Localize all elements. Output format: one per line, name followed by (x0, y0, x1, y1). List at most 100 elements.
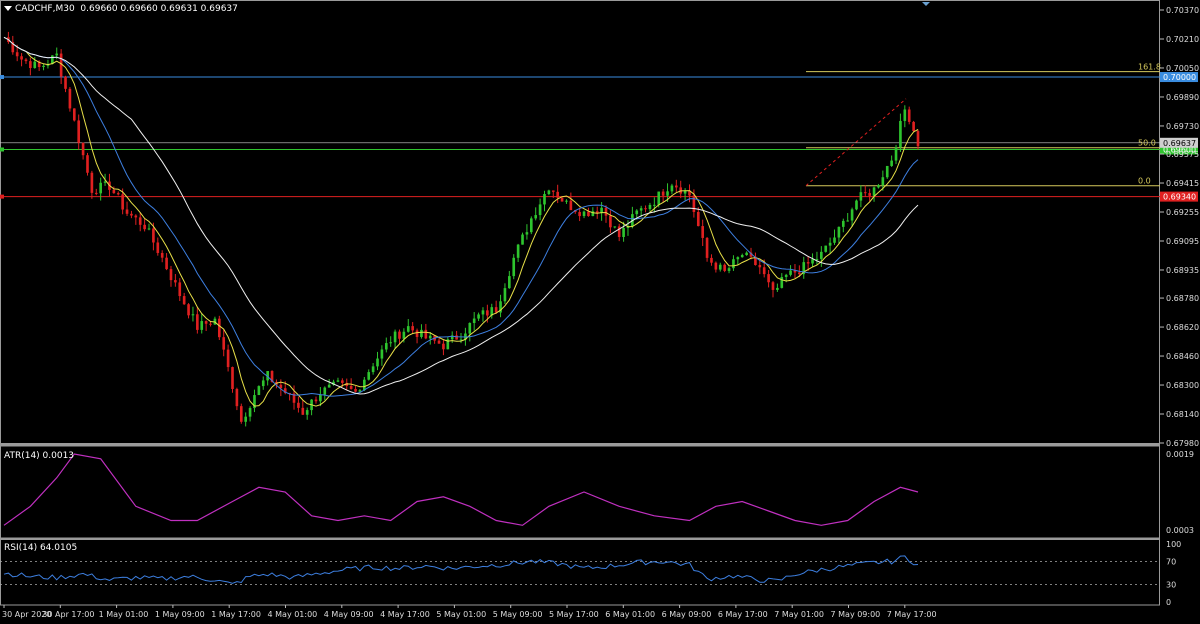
candle-body (51, 55, 54, 64)
fib-level-label: 0.0 (1138, 177, 1151, 186)
candle-body (481, 310, 485, 315)
candle-body (820, 251, 823, 259)
candle-body (406, 326, 410, 332)
candle-body (24, 59, 28, 62)
candle-body (784, 274, 788, 278)
candle-body (508, 276, 511, 289)
candle-body (516, 244, 520, 258)
x-tick-label: 5 May 09:00 (493, 610, 543, 619)
candle-body (209, 323, 212, 325)
candle-body (688, 190, 691, 196)
candle-body (174, 280, 177, 283)
candle-body (279, 384, 283, 389)
candle-body (885, 165, 889, 178)
candle-body (156, 242, 160, 253)
candle-body (72, 108, 76, 121)
candle-body (319, 394, 322, 402)
main-price-panel[interactable]: 0.70000 0.69600 0.69340 0.69637 161.8 50.0 0.0 (0, 31, 1198, 427)
y-tick-label: 0.68935 (1166, 266, 1199, 275)
x-tick-label: 5 May 17:00 (549, 610, 599, 619)
candle-body (191, 314, 195, 316)
chart-title: CADCHF,M30 0.69660 0.69660 0.69631 0.696… (4, 4, 238, 14)
rsi-title: RSI(14) 64.0105 (4, 543, 77, 553)
y-tick-label: 0.68140 (1166, 410, 1199, 419)
candle-body (239, 406, 243, 422)
candle-body (850, 209, 854, 221)
candle-body (903, 109, 907, 121)
candle-body (521, 234, 524, 245)
candle-body (424, 329, 428, 339)
candle-body (292, 393, 296, 403)
candle-body (696, 211, 700, 227)
candle-body (450, 335, 454, 340)
candle-body (42, 65, 45, 68)
candle-body (147, 228, 151, 230)
candle-body (138, 217, 142, 225)
dropdown-triangle-icon[interactable] (4, 6, 12, 11)
candle-body (543, 194, 546, 205)
price-tag (1160, 137, 1198, 148)
candle-body (670, 185, 674, 192)
candle-body (472, 318, 476, 323)
candle-body (116, 193, 120, 195)
candle-body (736, 257, 740, 260)
candle-body (828, 242, 832, 246)
candle-body (77, 120, 81, 143)
x-tick-label: 7 May 09:00 (831, 610, 881, 619)
price-tag-label: 0.69340 (1163, 193, 1196, 202)
candle-body (20, 56, 23, 60)
candle-body (683, 190, 687, 194)
candle-body (384, 343, 388, 350)
candle-body (745, 252, 748, 256)
candle-body (806, 262, 810, 264)
candle-body (393, 331, 397, 343)
candle-body (635, 210, 639, 215)
candle-body (666, 191, 669, 196)
x-tick-label: 1 May 17:00 (211, 610, 261, 619)
candle-body (859, 192, 863, 201)
x-tick-label: 4 May 09:00 (324, 610, 374, 619)
candle-body (253, 395, 256, 409)
symbol-label: CADCHF,M30 (15, 4, 75, 14)
candle-body (701, 226, 705, 238)
y-tick-label: 0.68460 (1166, 352, 1199, 361)
x-tick-label: 6 May 17:00 (718, 610, 768, 619)
candle-body (200, 321, 204, 330)
candle-body (617, 226, 621, 237)
candle-body (217, 318, 221, 338)
candle-body (283, 388, 287, 393)
x-tick-label: 1 May 09:00 (155, 610, 205, 619)
candle-body (639, 208, 643, 211)
candle-body (855, 200, 858, 210)
y-tick-label: 0.69890 (1166, 93, 1199, 102)
x-tick-label: 30 Apr 17:00 (42, 610, 94, 619)
candle-body (705, 237, 709, 258)
y-tick-label: 0.69730 (1166, 122, 1199, 131)
grid-layer (0, 0, 1160, 606)
candle-body (890, 160, 893, 166)
candle-body (112, 189, 116, 194)
atr-panel[interactable] (3, 453, 919, 526)
rsi-panel[interactable] (0, 555, 1160, 585)
candle-body (776, 287, 779, 290)
candle-body (81, 142, 85, 156)
rsi-label: RSI(14) 64.0105 (4, 543, 78, 553)
shift-marker-icon (922, 2, 930, 6)
candle-body (486, 310, 489, 316)
candle-body (235, 388, 239, 407)
rsi-tick-label: 30 (1166, 581, 1176, 590)
fib-level-label: 161.8 (1138, 63, 1161, 72)
candle-body (270, 371, 274, 382)
candle-body (305, 410, 309, 415)
candle-body (468, 322, 472, 334)
atr-tick-label: 0.0003 (1166, 526, 1194, 535)
candle-body (494, 307, 498, 313)
price-tag (1160, 72, 1198, 83)
x-tick-label: 6 May 01:00 (605, 610, 655, 619)
x-tick-label: 5 May 01:00 (436, 610, 486, 619)
candle-body (178, 282, 182, 297)
candle-body (565, 200, 568, 202)
candle-body (714, 262, 718, 270)
